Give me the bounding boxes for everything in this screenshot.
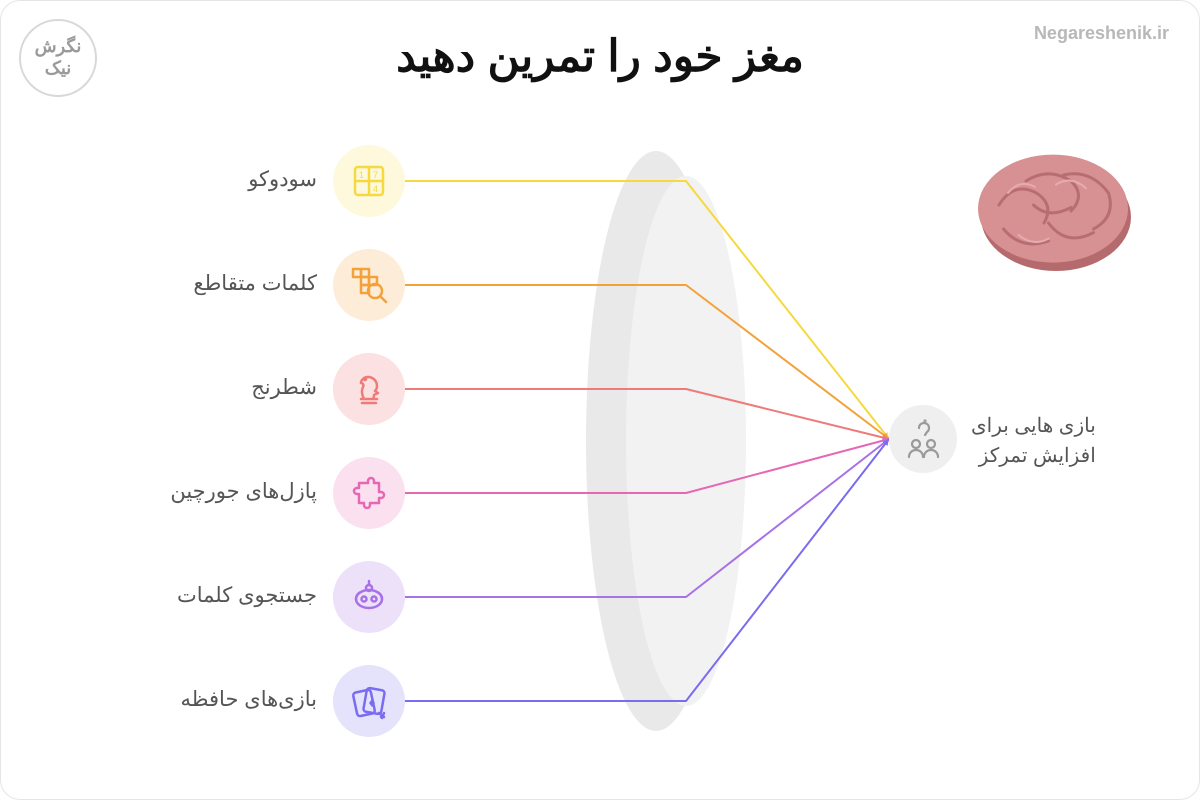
puzzle-icon (345, 469, 393, 517)
item-circle-4 (333, 561, 405, 633)
sudoku-icon: 17 4 (345, 157, 393, 205)
item-label-3: پازل‌های جورچین (170, 479, 317, 504)
item-circle-0: 17 4 (333, 145, 405, 217)
svg-text:4: 4 (373, 184, 378, 194)
svg-text:7: 7 (373, 170, 378, 180)
item-label-5: بازی‌های حافظه (181, 687, 317, 712)
item-label-2: شطرنج (251, 375, 317, 400)
item-circle-3 (333, 457, 405, 529)
item-label-1: کلمات متقاطع (193, 271, 317, 296)
item-circle-1 (333, 249, 405, 321)
people-icon (901, 417, 945, 461)
target-label: بازی هایی برایافزایش تمرکز (971, 411, 1096, 471)
target-circle (889, 405, 957, 473)
diagram-svg (1, 1, 1200, 801)
item-label-4: جستجوی کلمات (177, 583, 317, 608)
search-icon (345, 573, 393, 621)
item-circle-2 (333, 353, 405, 425)
chess-icon (345, 365, 393, 413)
cards-icon (345, 677, 393, 725)
item-circle-5 (333, 665, 405, 737)
item-label-0: سودوکو (248, 167, 317, 192)
crossword-icon (345, 261, 393, 309)
svg-text:1: 1 (359, 170, 364, 180)
